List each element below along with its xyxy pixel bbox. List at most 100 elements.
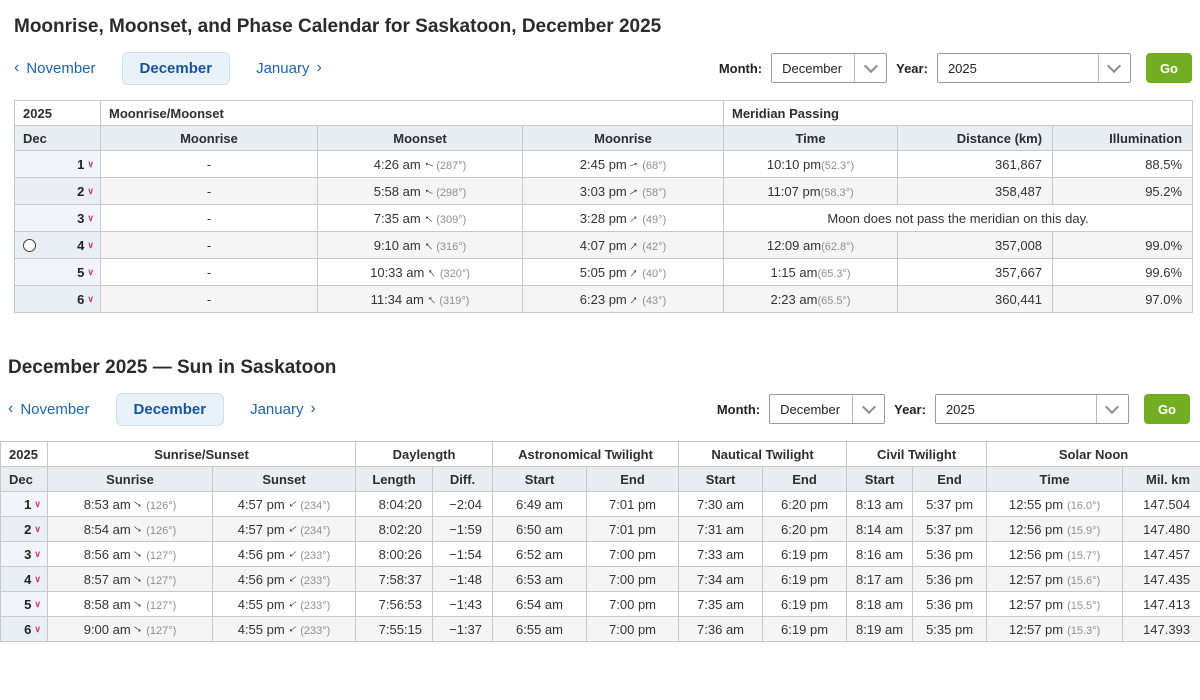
moonrise-cell: - [101,286,318,313]
civil-start-cell: 8:19 am [847,617,913,642]
azimuth-arrow-icon: ↑ [627,185,641,197]
astro-start-cell: 6:53 am [493,567,587,592]
diff-cell: −1:43 [433,592,493,617]
astro-end-column-header: End [587,467,679,492]
chevron-left-icon: ‹ [8,401,13,417]
current-month-button[interactable]: December [116,393,225,426]
azimuth-arrow-icon: ↑ [131,597,145,610]
sunset-cell: 4:57 pm↑(234°) [213,492,356,517]
civil-start-column-header: Start [847,467,913,492]
illumination-column-header: Illumination [1053,126,1193,151]
civil-start-cell: 8:13 am [847,492,913,517]
sunrise-sunset-group-header: Sunrise/Sunset [48,442,356,467]
prev-month-link[interactable]: ‹November [8,401,90,418]
day-cell[interactable]: 3∨ [15,205,101,232]
month-select[interactable]: December [769,394,885,424]
day-cell[interactable]: 2∨ [15,178,101,205]
diff-cell: −1:54 [433,542,493,567]
day-cell[interactable]: 4∨ [1,567,48,592]
civil-start-cell: 8:16 am [847,542,913,567]
day-cell[interactable]: 5∨ [15,259,101,286]
solar-noon-cell: 12:55 pm(16.0°) [987,492,1123,517]
moonrise-cell: - [101,151,318,178]
milkm-cell: 147.435 [1123,567,1200,592]
table-row: 2∨ - 5:58 am↑(298°) 3:03 pm↑(58°) 11:07 … [15,178,1193,205]
astro-end-cell: 7:01 pm [587,517,679,542]
nautical-end-cell: 6:19 pm [763,592,847,617]
moonset-column-header: Moonset [318,126,523,151]
nautical-end-cell: 6:20 pm [763,517,847,542]
go-button[interactable]: Go [1144,394,1190,424]
moonrise-moonset-group-header: Moonrise/Moonset [101,101,724,126]
month-navigation-row: ‹November December January› Month: Decem… [14,49,1192,87]
diff-cell: −1:59 [433,517,493,542]
expand-caret-icon: ∨ [34,624,41,634]
prev-month-link[interactable]: ‹November [14,60,96,77]
nautical-twilight-group-header: Nautical Twilight [679,442,847,467]
month-navigation-row: ‹November December January› Month: Decem… [8,390,1190,428]
sunset-cell: 4:55 pm↑(233°) [213,592,356,617]
month-label: Month: [719,61,762,76]
azimuth-arrow-icon: ↑ [627,238,641,252]
year-label: Year: [896,61,928,76]
sun-table: 2025 Sunrise/Sunset Daylength Astronomic… [0,441,1200,642]
expand-caret-icon: ∨ [34,524,41,534]
nautical-start-cell: 7:33 am [679,542,763,567]
day-cell[interactable]: 1∨ [1,492,48,517]
moonset-cell: 4:26 am↑(287°) [318,151,523,178]
distance-cell: 360,441 [898,286,1053,313]
sunset-cell: 4:57 pm↑(234°) [213,517,356,542]
length-cell: 8:04:20 [356,492,433,517]
day-cell[interactable]: 1∨ [15,151,101,178]
moonrise-cell: - [101,205,318,232]
solar-noon-time-column-header: Time [987,467,1123,492]
civil-end-column-header: End [913,467,987,492]
civil-twilight-group-header: Civil Twilight [847,442,987,467]
year-select[interactable]: 2025 [937,53,1131,83]
meridian-time-cell: 10:10 pm(52.3°) [724,151,898,178]
next-month-link[interactable]: January› [250,401,316,418]
astro-end-cell: 7:00 pm [587,592,679,617]
year-select[interactable]: 2025 [935,394,1129,424]
day-cell[interactable]: 6∨ [1,617,48,642]
table-row: 6∨ 9:00 am↑(127°) 4:55 pm↑(233°) 7:55:15… [1,617,1200,642]
go-button[interactable]: Go [1146,53,1192,83]
azimuth-arrow-icon: ↑ [285,547,299,560]
month-year-controls: Month: December Year: 2025 Go [719,53,1192,83]
moonrise-cell: 6:23 pm↑(43°) [523,286,724,313]
month-select[interactable]: December [771,53,887,83]
solar-noon-cell: 12:56 pm(15.9°) [987,517,1123,542]
nautical-start-cell: 7:35 am [679,592,763,617]
day-cell[interactable]: 2∨ [1,517,48,542]
day-cell[interactable]: 6∨ [15,286,101,313]
expand-caret-icon: ∨ [34,499,41,509]
no-meridian-cell: Moon does not pass the meridian on this … [724,205,1193,232]
sunset-column-header: Sunset [213,467,356,492]
table-row: 3∨ 8:56 am↑(127°) 4:56 pm↑(233°) 8:00:26… [1,542,1200,567]
sunset-cell: 4:56 pm↑(233°) [213,542,356,567]
day-cell[interactable]: 4∨ [15,232,101,259]
length-column-header: Length [356,467,433,492]
moonrise-cell: - [101,178,318,205]
civil-start-cell: 8:18 am [847,592,913,617]
diff-column-header: Diff. [433,467,493,492]
dec-column-header: Dec [1,467,48,492]
azimuth-arrow-icon: ↑ [421,211,435,224]
moon-table-group-header: 2025 Moonrise/Moonset Meridian Passing [15,101,1193,126]
current-month-button[interactable]: December [122,52,231,85]
azimuth-arrow-icon: ↑ [285,622,299,635]
moonrise-cell: 4:07 pm↑(42°) [523,232,724,259]
day-cell[interactable]: 5∨ [1,592,48,617]
sun-table-group-header: 2025 Sunrise/Sunset Daylength Astronomic… [1,442,1200,467]
astro-start-column-header: Start [493,467,587,492]
day-cell[interactable]: 3∨ [1,542,48,567]
azimuth-arrow-icon: ↑ [421,185,436,197]
page-title: Moonrise, Moonset, and Phase Calendar fo… [14,14,1192,40]
nautical-end-cell: 6:19 pm [763,567,847,592]
next-month-link[interactable]: January› [256,60,322,77]
year-header: 2025 [15,101,101,126]
length-cell: 8:02:20 [356,517,433,542]
nautical-end-column-header: End [763,467,847,492]
moonrise-cell: 2:45 pm↑(68°) [523,151,724,178]
azimuth-arrow-icon: ↑ [285,523,299,536]
